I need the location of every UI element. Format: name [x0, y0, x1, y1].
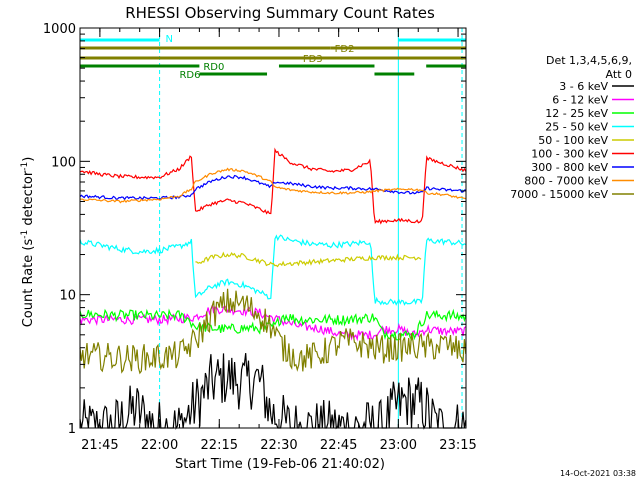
- status-label-rd0: RD0: [203, 62, 224, 73]
- y-label-part-2: detector: [21, 170, 36, 230]
- plot-frame: [79, 27, 467, 429]
- x-axis-label: Start Time (19-Feb-06 21:40:02): [175, 457, 385, 472]
- legend-label-6: 100 - 300 keV: [531, 148, 608, 161]
- series-line-6: [79, 147, 467, 225]
- series-line-8: [79, 167, 466, 204]
- legend-label-8: 800 - 7000 keV: [524, 175, 608, 188]
- legend-label-9: 7000 - 15000 keV: [510, 188, 608, 201]
- legend-label-4: 25 - 50 keV: [545, 121, 608, 134]
- y-tick-label-2: 10: [59, 289, 76, 304]
- series-line-1: [79, 353, 467, 430]
- x-tick-label-4: 22:30: [260, 438, 297, 453]
- status-label-rd6: RD6: [179, 70, 200, 81]
- y-tick-label-1: 1: [68, 422, 76, 437]
- series-line-5: [195, 251, 422, 268]
- legend-label-3: 12 - 25 keV: [545, 107, 608, 120]
- y-tick-label-4: 1000: [43, 22, 76, 37]
- legend-label-2: 6 - 12 keV: [552, 94, 608, 107]
- legend-header-2: Att 0: [606, 68, 632, 81]
- legend-label-7: 300 - 800 keV: [531, 161, 608, 174]
- chart-title: RHESSI Observing Summary Count Rates: [125, 4, 435, 22]
- status-label-fd2: FD2: [335, 44, 355, 55]
- x-tick-label-7: 23:15: [439, 438, 476, 453]
- series-line-2: [79, 305, 467, 342]
- x-tick-label-5: 22:45: [320, 438, 357, 453]
- status-label-n: N: [166, 34, 173, 45]
- series-line-3: [79, 308, 467, 341]
- status-label-fd3: FD3: [303, 54, 323, 65]
- y-tick-label-3: 100: [51, 155, 76, 170]
- axes-layer: 1 10 100 1000 21:45 22:00 22:15 22:30 22:45 23:00…: [43, 22, 477, 453]
- y-axis-label: Count Rate (s-1 detector-1): [20, 157, 36, 328]
- series-line-4: [79, 234, 467, 306]
- y-label-part-3: ): [21, 157, 36, 162]
- series-line-9: [79, 288, 467, 375]
- y-label-exp-1: -1: [20, 230, 30, 239]
- legend-label-5: 50 - 100 keV: [538, 134, 608, 147]
- x-tick-label-2: 22:00: [141, 438, 178, 453]
- legend-label-1: 3 - 6 keV: [559, 80, 608, 93]
- x-tick-label-1: 21:45: [81, 438, 118, 453]
- x-tick-label-6: 23:00: [380, 438, 417, 453]
- y-label-part-1: Count Rate (s: [21, 239, 36, 328]
- x-tick-label-3: 22:15: [201, 438, 238, 453]
- y-label-exp-2: -1: [20, 162, 30, 171]
- date-stamp: 14-Oct-2021 03:38: [560, 469, 636, 478]
- legend-header-1: Det 1,3,4,5,6,9,: [546, 54, 632, 67]
